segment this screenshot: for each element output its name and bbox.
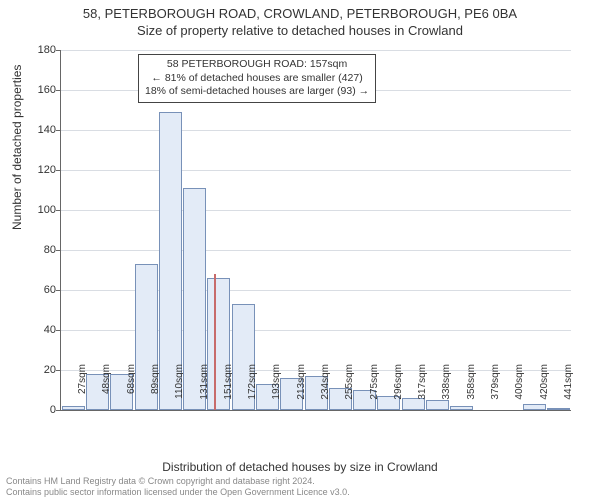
chart-title-line1: 58, PETERBOROUGH ROAD, CROWLAND, PETERBO…	[0, 0, 600, 21]
gridline	[61, 170, 571, 171]
footer-line2: Contains public sector information licen…	[6, 487, 350, 498]
ytick-label: 20	[26, 364, 56, 376]
xtick-label: 358sqm	[466, 364, 477, 414]
ytick-mark	[56, 90, 61, 91]
ytick-label: 80	[26, 244, 56, 256]
ytick-label: 60	[26, 284, 56, 296]
ytick-label: 40	[26, 324, 56, 336]
x-axis-label: Distribution of detached houses by size …	[0, 460, 600, 474]
footer-line1: Contains HM Land Registry data © Crown c…	[6, 476, 350, 487]
ytick-mark	[56, 410, 61, 411]
gridline	[61, 210, 571, 211]
ytick-mark	[56, 210, 61, 211]
y-axis-label: Number of detached properties	[10, 65, 24, 230]
xtick-label: 441sqm	[563, 364, 574, 414]
annotation-line3: 18% of semi-detached houses are larger (…	[145, 85, 369, 99]
plot: 27sqm48sqm68sqm89sqm110sqm131sqm151sqm17…	[60, 50, 571, 411]
annotation-box: 58 PETERBOROUGH ROAD: 157sqm ← 81% of de…	[138, 54, 376, 103]
xtick-label: 379sqm	[490, 364, 501, 414]
ytick-label: 180	[26, 44, 56, 56]
chart-container: 58, PETERBOROUGH ROAD, CROWLAND, PETERBO…	[0, 0, 600, 500]
ytick-label: 120	[26, 164, 56, 176]
ytick-mark	[56, 250, 61, 251]
ytick-label: 160	[26, 84, 56, 96]
annotation-line2: ← 81% of detached houses are smaller (42…	[145, 72, 369, 86]
ytick-label: 140	[26, 124, 56, 136]
ytick-mark	[56, 170, 61, 171]
ytick-mark	[56, 130, 61, 131]
gridline	[61, 250, 571, 251]
marker-line	[214, 274, 216, 410]
ytick-label: 0	[26, 404, 56, 416]
footer: Contains HM Land Registry data © Crown c…	[6, 476, 350, 498]
ytick-mark	[56, 370, 61, 371]
gridline	[61, 50, 571, 51]
annotation-line1: 58 PETERBOROUGH ROAD: 157sqm	[145, 58, 369, 72]
ytick-label: 100	[26, 204, 56, 216]
ytick-mark	[56, 50, 61, 51]
ytick-mark	[56, 290, 61, 291]
plot-area: 27sqm48sqm68sqm89sqm110sqm131sqm151sqm17…	[60, 50, 570, 410]
chart-title-line2: Size of property relative to detached ho…	[0, 21, 600, 38]
xtick-label: 420sqm	[539, 364, 550, 414]
ytick-mark	[56, 330, 61, 331]
gridline	[61, 130, 571, 131]
